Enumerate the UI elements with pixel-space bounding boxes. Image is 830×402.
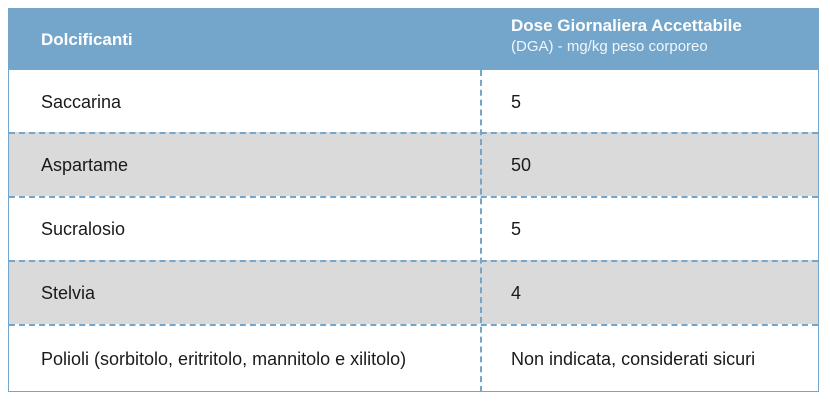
adi-value: 50 [511, 154, 532, 175]
header-adi-title: Dose Giornaliera Accettabile [511, 16, 742, 35]
table-row: Saccarina 5 [9, 70, 818, 134]
sweetener-name: Polioli (sorbitolo, eritritolo, mannitol… [41, 348, 407, 369]
sweetener-name: Saccarina [41, 91, 122, 112]
sweeteners-table: Dolcificanti Dose Giornaliera Accettabil… [8, 8, 819, 392]
sweetener-name: Stelvia [41, 282, 96, 303]
table-row: Stelvia 4 [9, 260, 818, 324]
adi-value: 5 [511, 91, 522, 112]
header-sweeteners: Dolcificanti [41, 30, 133, 49]
adi-value: 5 [511, 218, 522, 239]
adi-value: 4 [511, 282, 522, 303]
column-divider [480, 70, 482, 391]
adi-value: Non indicata, considerati sicuri [511, 348, 756, 369]
table-row: Sucralosio 5 [9, 196, 818, 260]
table-row: Polioli (sorbitolo, eritritolo, mannitol… [9, 324, 818, 391]
sweetener-name: Sucralosio [41, 218, 126, 239]
table-header: Dolcificanti Dose Giornaliera Accettabil… [9, 9, 818, 70]
sweetener-name: Aspartame [41, 154, 129, 175]
header-adi: Dose Giornaliera Accettabile (DGA) - mg/… [511, 15, 742, 57]
header-adi-subtitle: (DGA) - mg/kg peso corporeo [511, 38, 708, 55]
table-row: Aspartame 50 [9, 132, 818, 196]
